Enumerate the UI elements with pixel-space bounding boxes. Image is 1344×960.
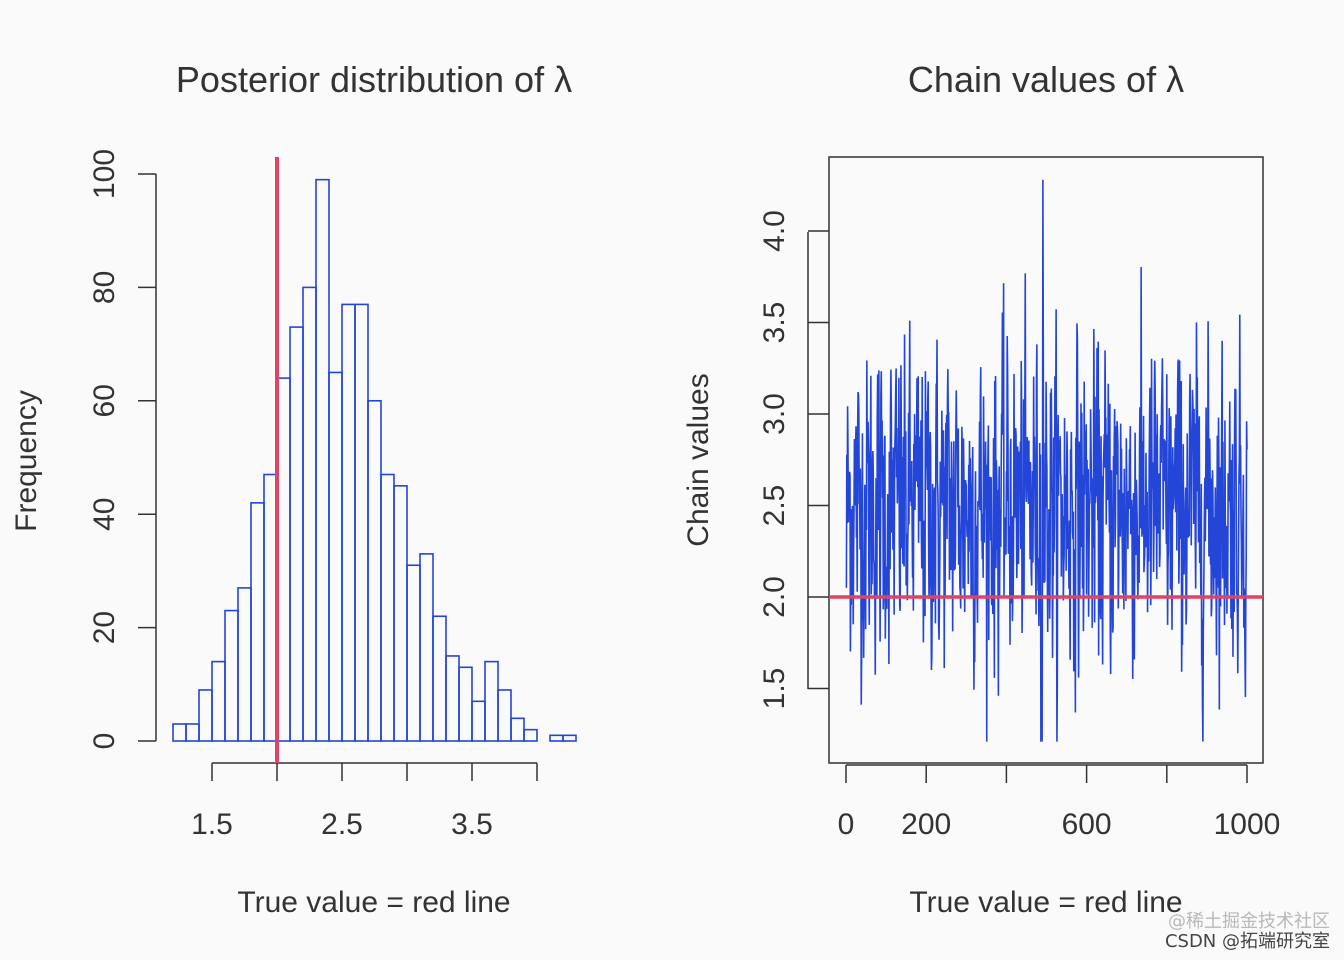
trace-y-tick-label: 4.0 [758,210,791,252]
histogram-bar [484,660,499,742]
histogram-bar [432,615,447,742]
histogram-bar [315,178,330,742]
histogram-bar [198,689,213,742]
trace-y-tick-label: 3.0 [758,393,791,435]
histogram-bar [185,723,200,742]
histogram-bar [380,473,395,742]
histogram-x-tick-label: 3.5 [451,808,493,841]
histogram-bar [341,303,356,742]
trace-y-ticks: 1.5 2.0 2.5 3.0 3.5 4.0 [758,210,829,709]
trace-y-tick-label: 3.5 [758,302,791,344]
histogram-bar [510,717,525,742]
trace-xlabel: True value = red line [909,886,1182,919]
trace-panel: Chain values of λ Chain values True valu… [682,59,1280,919]
trace-x-tick-label: 200 [901,808,951,841]
histogram-bar [549,734,564,742]
histogram-y-tick-label: 80 [88,271,121,304]
watermark-line-2: CSDN @拓端研究室 [1164,931,1330,952]
histogram-x-ticks: 1.5 2.5 3.5 [191,763,538,841]
histogram-y-tick-label: 40 [88,498,121,531]
histogram-y-tick-label: 100 [88,149,121,199]
trace-x-tick-label: 600 [1062,808,1112,841]
histogram-title: Posterior distribution of λ [176,59,572,100]
trace-series-line [845,179,1248,742]
histogram-bar [562,734,577,742]
trace-x-tick-label: 0 [838,808,855,841]
histogram-bar [250,502,265,742]
histogram-bar [523,728,538,742]
trace-y-tick-label: 2.5 [758,485,791,527]
trace-plot-box [828,156,1264,764]
trace-y-tick-label: 2.0 [758,576,791,618]
histogram-ylabel: Frequency [10,390,43,532]
histogram-y-tick-label: 60 [88,384,121,417]
histogram-bar [302,286,317,742]
histogram-y-tick-label: 0 [88,733,121,750]
histogram-bar [172,723,187,742]
histogram-xlabel: True value = red line [237,886,510,919]
histogram-bar [328,371,343,742]
histogram-bar [211,660,226,742]
histogram-bar [458,666,473,742]
histogram-bar [289,326,304,742]
trace-x-ticks: 0 200 600 1000 [838,765,1281,841]
histogram-x-tick-label: 2.5 [321,808,363,841]
histogram-bar [393,485,408,742]
trace-ylabel: Chain values [682,373,715,546]
histogram-bar [224,609,239,742]
histogram-y-ticks: 0 20 40 60 80 100 [88,149,156,749]
trace-x-tick-label: 1000 [1214,808,1281,841]
histogram-panel: Posterior distribution of λ Frequency Tr… [10,59,577,919]
histogram-bars [172,178,577,742]
histogram-bar [471,700,486,742]
histogram-bar [354,303,369,742]
watermark: @稀土掘金技术社区 CSDN @拓端研究室 [1165,912,1330,952]
histogram-bar [497,689,512,742]
histogram-bar [419,553,434,742]
watermark-line-1: @稀土掘金技术社区 [1168,911,1330,932]
histogram-y-tick-label: 20 [88,611,121,644]
trace-title: Chain values of λ [908,59,1184,100]
trace-y-tick-label: 1.5 [758,668,791,710]
histogram-x-tick-label: 1.5 [191,808,233,841]
histogram-bar [237,587,252,742]
histogram-bar [406,564,421,742]
histogram-bar [367,399,382,742]
histogram-bar [445,655,460,742]
